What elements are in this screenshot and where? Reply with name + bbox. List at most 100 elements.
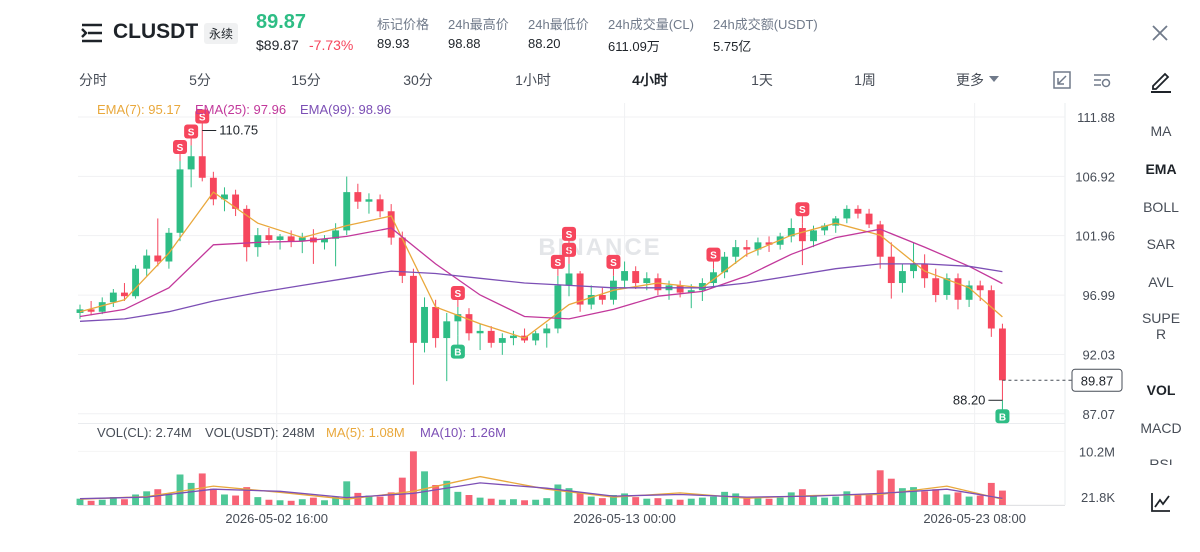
volume-bar: [887, 478, 895, 505]
x-tick-label: 2026-05-23 08:00: [923, 511, 1026, 526]
low-label: 88.20: [953, 392, 986, 407]
interval-tab[interactable]: 1天: [751, 72, 773, 88]
trade-marker-label: S: [555, 258, 562, 269]
volume-bar: [243, 487, 251, 505]
stat-value: 98.88: [448, 36, 481, 51]
legend-entry: MA(5): 1.08M: [326, 425, 405, 440]
stat-value: 611.09万: [608, 39, 660, 54]
stat-label: 24h成交量(CL): [608, 17, 694, 32]
indicator-option[interactable]: RSI: [1149, 456, 1173, 465]
volume-bar: [765, 498, 773, 505]
interval-tab[interactable]: 30分: [403, 72, 433, 88]
candle-body: [843, 208, 851, 219]
trade-marker: [606, 254, 621, 269]
volume-bar: [287, 500, 295, 505]
volume-bar: [354, 492, 362, 505]
stat-label: 24h最高价: [448, 17, 509, 32]
volume-bar: [587, 496, 595, 505]
candle-body: [632, 271, 640, 284]
y-tick-label: 101.96: [1075, 229, 1115, 244]
candle-body: [109, 292, 117, 303]
indicator-option[interactable]: AVL: [1148, 274, 1174, 290]
volume-bar: [432, 485, 440, 505]
volume-bar: [254, 497, 262, 505]
indicator-option[interactable]: MA: [1150, 123, 1172, 139]
volume-bar: [676, 499, 684, 505]
interval-tab[interactable]: 4小时: [632, 72, 668, 88]
indicator-option[interactable]: VOL: [1146, 382, 1176, 398]
candle-body: [332, 230, 340, 239]
volume-bar: [332, 496, 340, 505]
interval-tab[interactable]: 5分: [189, 72, 211, 88]
volume-bar: [265, 499, 273, 505]
volume-bar: [476, 497, 484, 505]
volume-bar: [198, 473, 206, 505]
trade-marker: [995, 409, 1010, 424]
symbol: CLUSDT: [113, 20, 199, 43]
interval-tab[interactable]: 1小时: [515, 72, 551, 88]
volume-bar: [598, 498, 606, 505]
candle-body: [287, 236, 295, 242]
volume-bar: [321, 500, 328, 505]
candle-body: [398, 237, 406, 276]
candle-body: [376, 199, 384, 212]
indicator-option[interactable]: BOLL: [1143, 199, 1179, 215]
candle-body: [498, 338, 506, 343]
candle-body: [554, 285, 562, 329]
volume-bar: [910, 487, 917, 505]
candle-body: [832, 218, 840, 226]
more-caret: [989, 76, 999, 82]
trade-marker-label: S: [566, 230, 573, 241]
volume-bar: [976, 495, 984, 505]
chart-style-icon[interactable]: [1149, 490, 1173, 514]
candle-body: [154, 255, 162, 262]
interval-tab[interactable]: 更多: [956, 72, 984, 88]
trade-marker: [795, 202, 810, 217]
interval-tab[interactable]: 1周: [854, 72, 876, 88]
ema-line: [79, 263, 1003, 322]
candle-body: [243, 208, 251, 248]
interval-tab[interactable]: 15分: [291, 72, 321, 88]
candle-body: [643, 278, 651, 284]
stat-value: 5.75亿: [713, 39, 752, 54]
draw-tool-icon[interactable]: [1149, 68, 1173, 94]
volume-bar: [554, 484, 562, 505]
current-price: 89.87: [1081, 373, 1114, 388]
volume-bar: [854, 495, 862, 505]
volume-bar: [443, 480, 451, 505]
candle-body: [276, 236, 284, 240]
close-button[interactable]: [1150, 23, 1170, 43]
volume-bar: [621, 493, 629, 505]
legend-entry: EMA(7): 95.17: [97, 102, 181, 117]
volume-bar: [109, 497, 117, 505]
volume-bar: [309, 497, 317, 505]
volume-bar: [154, 489, 162, 505]
candle-body: [121, 292, 128, 297]
indicator-option[interactable]: EMA: [1145, 161, 1177, 177]
candle-body: [165, 232, 173, 262]
fullscreen-icon[interactable]: [1052, 70, 1072, 90]
volume-bar: [376, 496, 384, 505]
trade-marker: [706, 247, 721, 262]
logo-icon: [81, 23, 102, 43]
last-price: 89.87: [256, 11, 307, 33]
candle-body: [987, 290, 995, 329]
indicator-option[interactable]: SAR: [1146, 236, 1176, 252]
high-label: 110.75: [219, 123, 258, 138]
interval-tab[interactable]: 分时: [79, 72, 107, 88]
candle-body: [232, 194, 240, 209]
indicator-option[interactable]: MACD: [1140, 420, 1182, 436]
stat-value: 89.93: [377, 36, 410, 51]
candle-body: [298, 237, 306, 242]
volume-bar: [521, 500, 528, 505]
candle-body: [998, 328, 1006, 381]
settings-icon[interactable]: [1092, 70, 1112, 90]
trade-marker: [184, 124, 199, 139]
volume-bar: [209, 488, 217, 505]
volume-bar: [932, 489, 940, 505]
volume-bar: [487, 498, 495, 505]
ema-line: [79, 191, 1003, 339]
volume-bar: [954, 492, 962, 505]
volume-bar: [698, 497, 706, 505]
indicator-option[interactable]: SUPER: [1141, 310, 1181, 342]
